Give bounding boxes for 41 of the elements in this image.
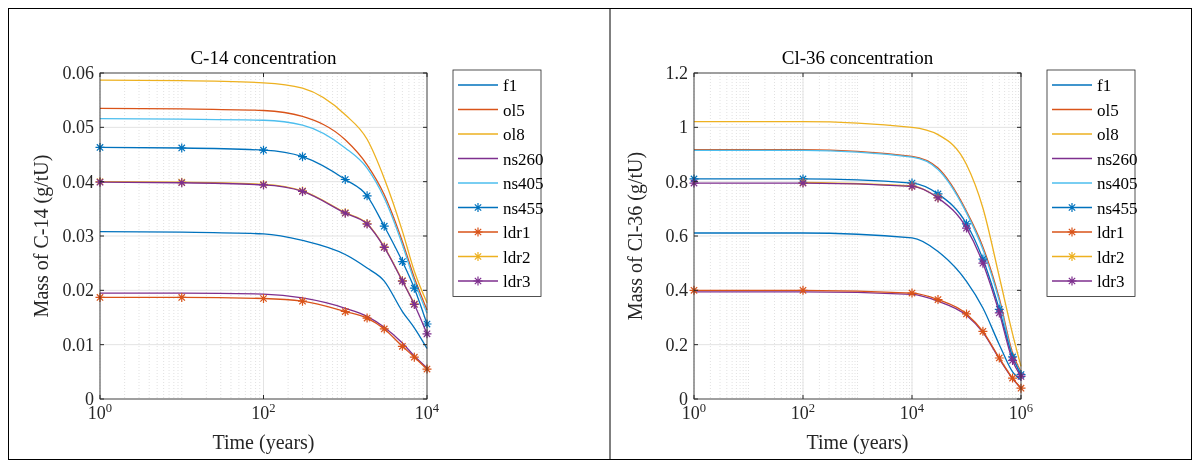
x-tick-label: 10$^{6}$ (1008, 401, 1034, 423)
y-tick-label: 0.02 (62, 280, 94, 301)
chart-title: C-14 concentration (190, 47, 338, 68)
legend-label: f1 (503, 76, 518, 95)
x-axis-title: Time (years) (806, 431, 909, 454)
y-tick-label: 0.8 (665, 171, 688, 192)
chart-title: Cl-36 concentration (781, 47, 934, 68)
legend-label: ns260 (503, 149, 544, 169)
legend-label: ns405 (503, 174, 544, 193)
x-tick-label: 10$^{2}$ (251, 401, 276, 423)
legend-label: ol5 (503, 100, 525, 120)
y-tick-label: 0.04 (62, 171, 94, 192)
legend-label: ns455 (1097, 198, 1138, 218)
legend-label: ns260 (1097, 149, 1138, 169)
legend-label: ldr1 (1097, 223, 1125, 242)
x-tick-label: 10$^{4}$ (899, 401, 925, 423)
legend-label: ldr3 (1097, 272, 1125, 291)
legend-label: ol5 (1097, 100, 1119, 120)
legend-label: ldr2 (1097, 247, 1125, 267)
y-tick-label: 0.01 (62, 334, 94, 355)
x-axis-title: Time (years) (212, 431, 315, 454)
y-tick-label: 0.2 (665, 334, 688, 355)
legend-label: f1 (1097, 76, 1112, 95)
y-tick-label: 0.4 (665, 280, 688, 301)
y-tick-label: 0.03 (62, 226, 94, 246)
legend-label: ldr3 (503, 272, 531, 291)
y-axis-title: Mass of Cl-36 (g/tU) (624, 151, 647, 321)
y-tick-label: 1 (679, 117, 688, 138)
legend-label: ol8 (503, 125, 525, 144)
legend-label: ldr2 (503, 247, 531, 267)
legend-label: ns405 (1097, 174, 1138, 193)
y-axis-title: Mass of C-14 (g/tU) (30, 154, 53, 318)
legend-label: ol8 (1097, 125, 1119, 144)
legend-label: ns455 (503, 198, 544, 218)
y-tick-label: 0.05 (62, 117, 94, 138)
legend-label: ldr1 (503, 223, 531, 242)
x-tick-label: 10$^{4}$ (414, 401, 440, 423)
y-tick-label: 0.06 (62, 63, 94, 83)
y-tick-label: 0.6 (665, 226, 688, 246)
y-tick-label: 1.2 (665, 63, 688, 83)
x-tick-label: 10$^{2}$ (790, 401, 816, 423)
